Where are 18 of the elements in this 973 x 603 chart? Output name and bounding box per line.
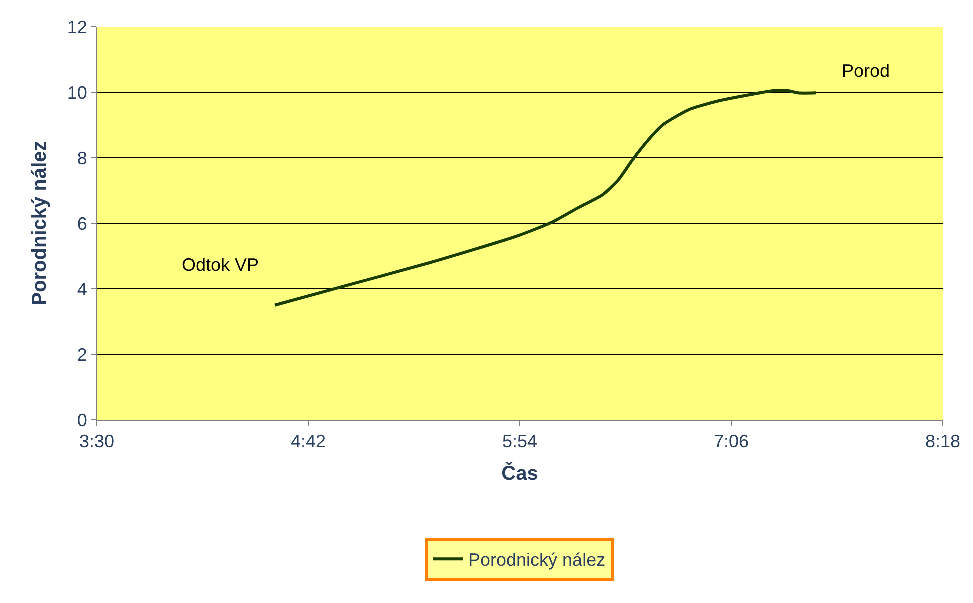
y-axis-title: Porodnický nález	[28, 141, 51, 306]
x-tick-label: 8:18	[925, 432, 961, 452]
x-tick-label: 4:42	[290, 432, 326, 452]
x-tick-label: 7:06	[714, 432, 750, 452]
y-tick-label: 0	[77, 410, 88, 430]
annotation: Odtok VP	[182, 255, 260, 275]
y-tick-label: 12	[67, 17, 88, 38]
x-tick-label: 3:30	[79, 432, 115, 452]
y-tick-label: 8	[77, 148, 88, 168]
legend-label: Porodnický nález	[468, 550, 606, 570]
y-tick-label: 4	[77, 279, 88, 300]
y-tick-label: 6	[77, 214, 88, 234]
annotation: Porod	[842, 61, 890, 81]
y-tick-label: 2	[77, 344, 88, 365]
line-series	[274, 89, 818, 307]
y-tick-label: 10	[67, 82, 88, 103]
x-tick-label: 5:54	[502, 432, 538, 452]
x-axis-title: Čas	[502, 462, 538, 486]
